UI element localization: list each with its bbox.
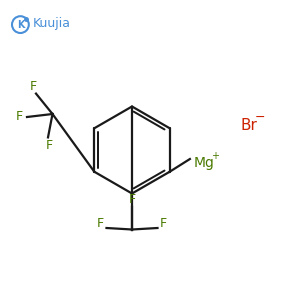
Text: Mg: Mg xyxy=(194,157,214,170)
Text: −: − xyxy=(255,111,266,124)
Text: Br: Br xyxy=(240,118,257,134)
Text: +: + xyxy=(212,151,219,161)
Text: K: K xyxy=(17,20,24,30)
Text: F: F xyxy=(46,139,53,152)
Text: Kuujia: Kuujia xyxy=(32,17,70,31)
Text: F: F xyxy=(128,193,136,206)
Text: F: F xyxy=(160,217,167,230)
Text: F: F xyxy=(97,217,104,230)
Text: F: F xyxy=(29,80,37,93)
Text: F: F xyxy=(16,110,23,124)
